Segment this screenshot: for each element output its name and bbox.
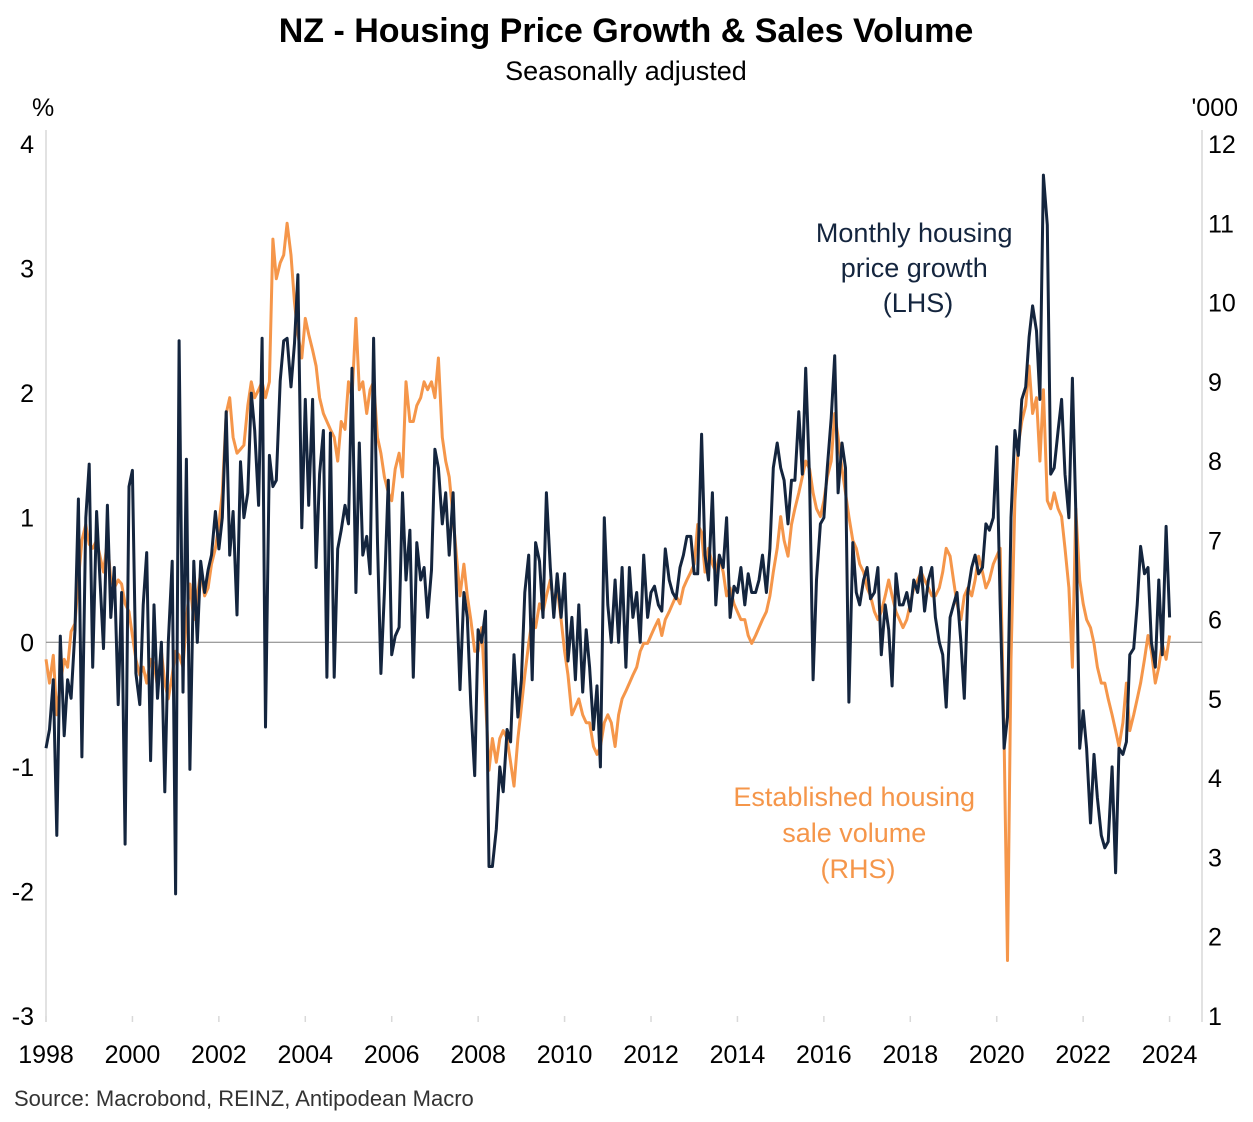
right-tick-label: 4 (1208, 765, 1222, 793)
right-tick-label: 3 (1208, 844, 1222, 872)
x-tick-label: 2022 (1055, 1041, 1111, 1069)
left-tick-label: 2 (20, 380, 34, 408)
price-series-label-line-1: Monthly housing (816, 218, 1013, 248)
right-tick-label: 10 (1208, 290, 1236, 318)
price-growth-series-line (44, 173, 1172, 896)
x-tick-label: 2012 (623, 1041, 679, 1069)
x-tick-label: 2000 (105, 1041, 161, 1069)
volume-series-label-line-1: Established housing (733, 782, 975, 812)
x-tick-label: 2018 (882, 1041, 938, 1069)
left-tick-label: 1 (20, 505, 34, 533)
right-tick-label: 2 (1208, 924, 1222, 952)
right-tick-label: 5 (1208, 686, 1222, 714)
left-tick-label: 4 (20, 131, 34, 159)
right-tick-label: 12 (1208, 131, 1236, 159)
x-tick-label: 2014 (710, 1041, 766, 1069)
x-tick-label: 2020 (969, 1041, 1025, 1069)
source-note: Source: Macrobond, REINZ, Antipodean Mac… (14, 1086, 474, 1111)
sale-volume-series-line (44, 221, 1172, 962)
left-tick-label: -1 (12, 754, 34, 782)
left-tick-label: 0 (20, 629, 34, 657)
left-tick-label: 3 (20, 256, 34, 284)
x-tick-label: 2010 (537, 1041, 593, 1069)
left-axis-ticks: 4 3 2 1 0 -1 -2 -3 (12, 131, 34, 1031)
x-tick-label: 2024 (1142, 1041, 1198, 1069)
right-tick-label: 9 (1208, 369, 1222, 397)
volume-series-label-line-3: (RHS) (821, 854, 896, 884)
left-tick-label: -2 (12, 878, 34, 906)
right-tick-label: 1 (1208, 1003, 1222, 1031)
chart-title: NZ - Housing Price Growth & Sales Volume (279, 12, 974, 50)
x-tick-label: 2002 (191, 1041, 247, 1069)
price-series-label-line-2: price growth (841, 253, 988, 283)
x-tick-label: 1998 (18, 1041, 74, 1069)
x-tick-label: 2016 (796, 1041, 852, 1069)
chart-subtitle: Seasonally adjusted (505, 56, 747, 86)
right-tick-label: 8 (1208, 448, 1222, 476)
right-axis-ticks: 12 11 10 9 8 7 6 5 4 3 2 1 (1208, 131, 1236, 1031)
left-axis-unit: % (32, 94, 54, 122)
right-tick-label: 6 (1208, 607, 1222, 635)
left-tick-label: -3 (12, 1003, 34, 1031)
volume-series-label-line-2: sale volume (782, 818, 926, 848)
series-lines (44, 173, 1172, 962)
volume-series-label: Established housing sale volume (RHS) (733, 782, 982, 884)
x-tick-label: 2008 (450, 1041, 506, 1069)
right-tick-label: 7 (1208, 527, 1222, 555)
right-tick-label: 11 (1208, 210, 1234, 238)
price-series-label-line-3: (LHS) (883, 288, 954, 318)
x-tick-label: 2006 (364, 1041, 420, 1069)
right-axis-unit: '000 (1192, 94, 1238, 122)
axes (45, 130, 1203, 1022)
x-tick-label: 2004 (277, 1041, 333, 1069)
x-axis-ticks: 1998 2000 2002 2004 2006 2008 2010 2012 2014 2016… (18, 1016, 1197, 1069)
price-series-label: Monthly housing price growth (LHS) (816, 218, 1020, 318)
